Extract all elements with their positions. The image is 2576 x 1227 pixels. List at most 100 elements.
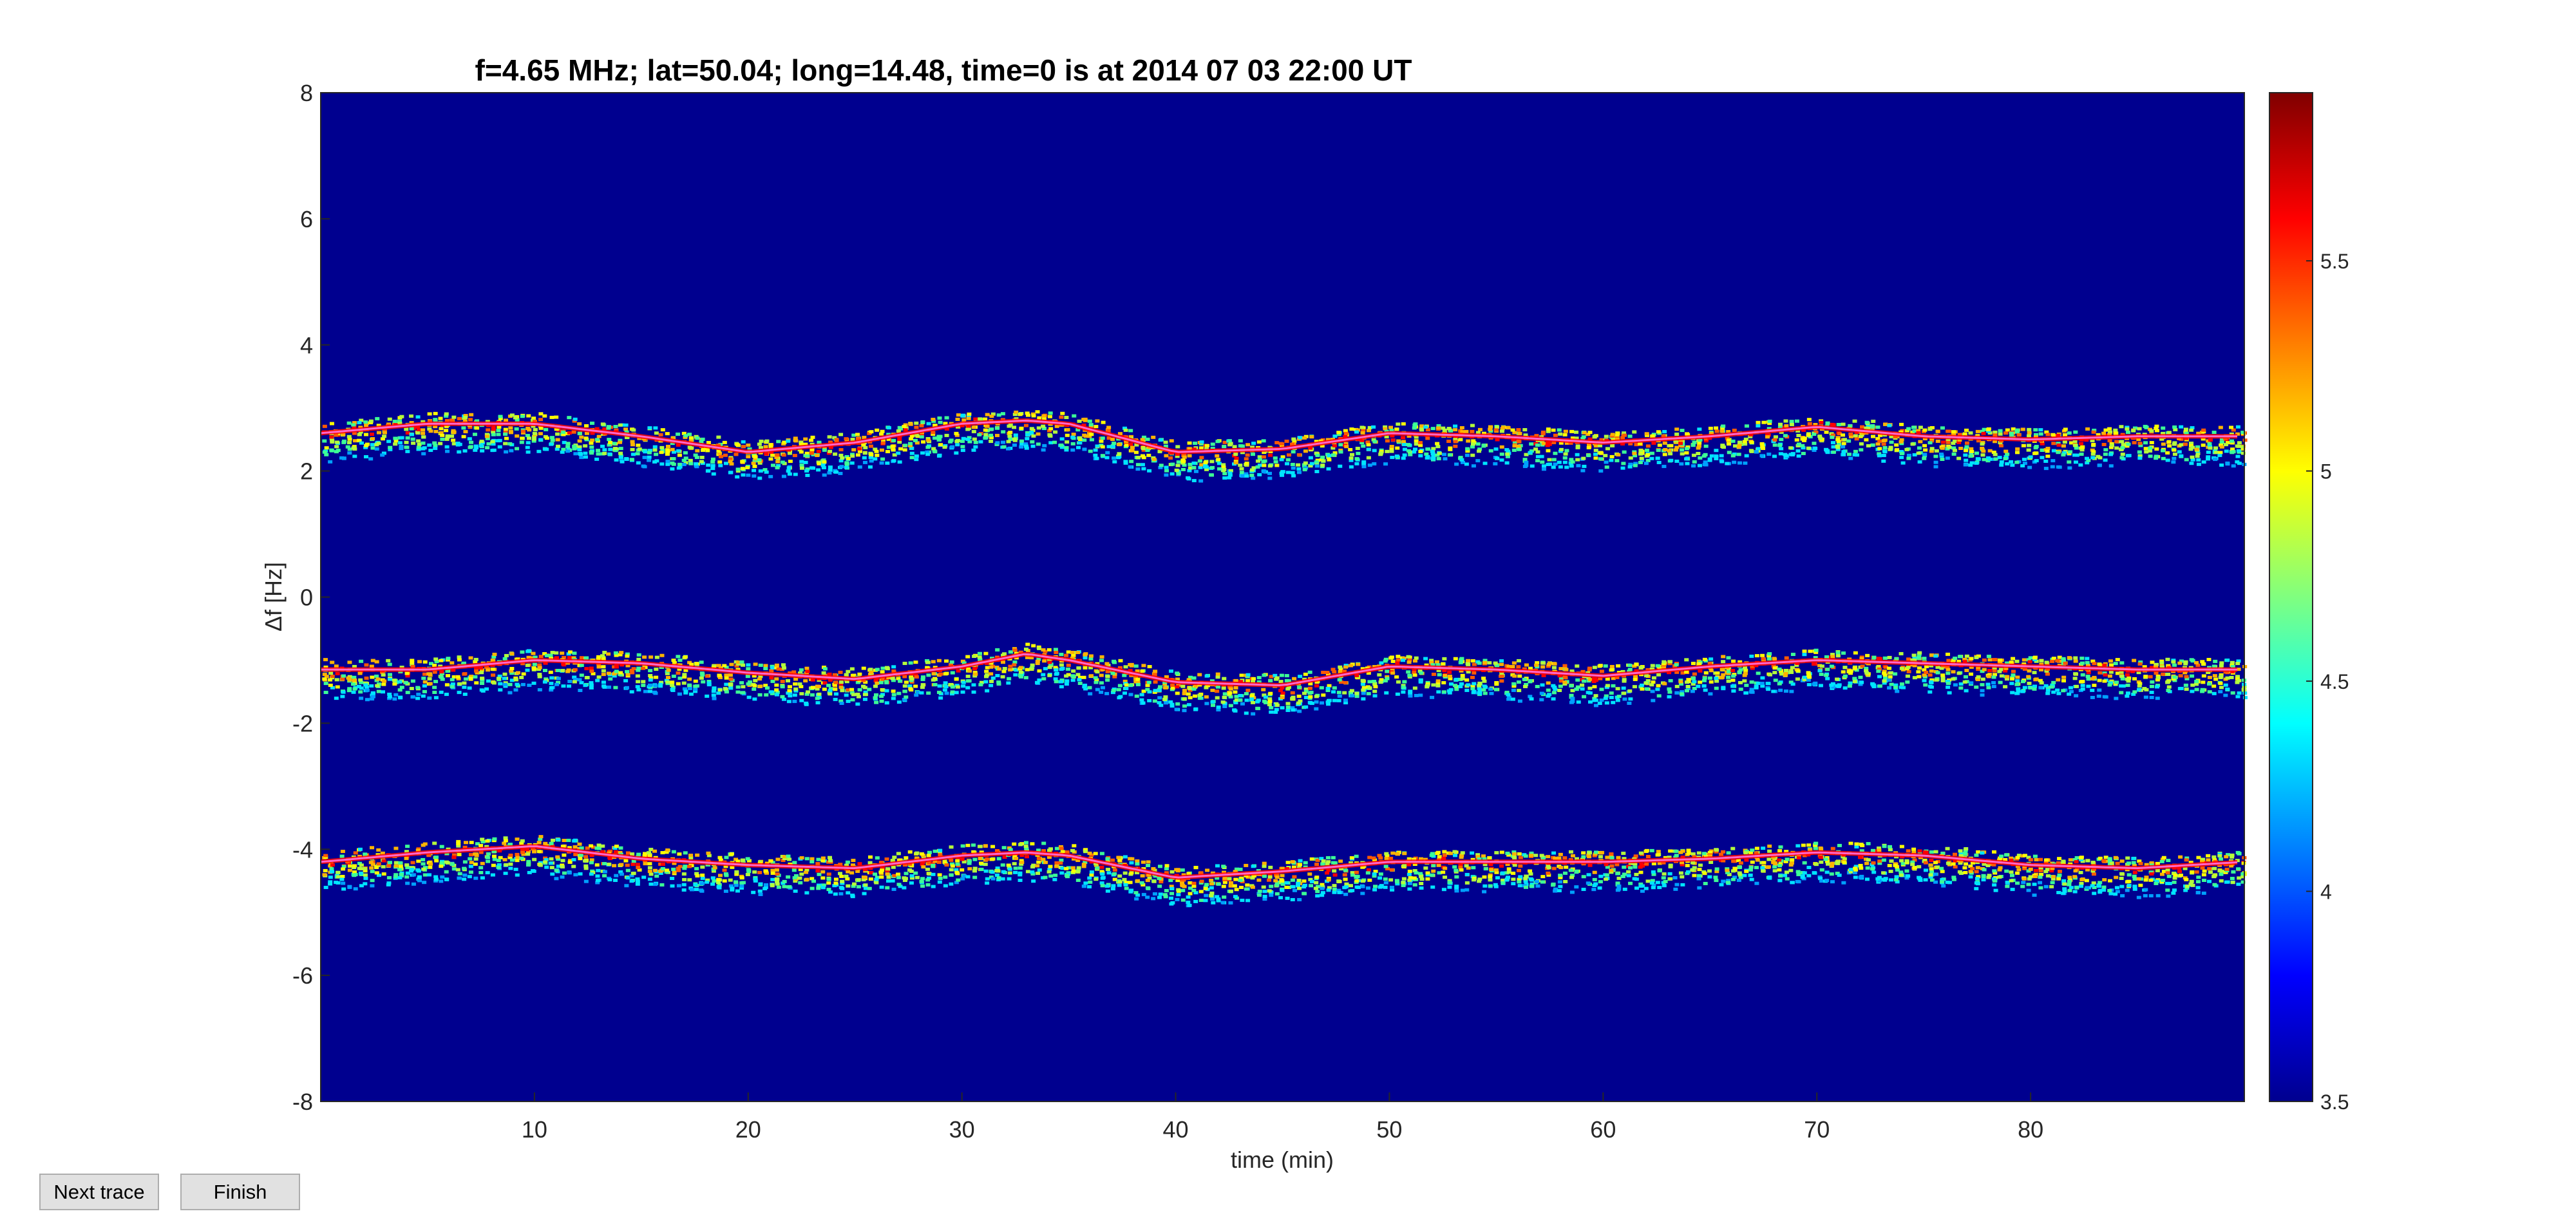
signal-speckle	[1969, 447, 1974, 451]
signal-speckle	[1454, 678, 1459, 682]
signal-speckle	[1099, 690, 1104, 694]
signal-speckle	[2219, 437, 2224, 441]
signal-speckle	[405, 449, 410, 453]
signal-speckle	[415, 697, 421, 700]
signal-speckle	[817, 692, 822, 696]
signal-speckle	[722, 664, 727, 668]
signal-speckle	[1123, 460, 1128, 464]
signal-speckle	[694, 465, 699, 469]
signal-speckle	[1152, 699, 1157, 703]
signal-speckle	[1191, 676, 1197, 680]
signal-speckle	[1881, 454, 1886, 458]
signal-speckle	[2184, 431, 2189, 435]
signal-speckle	[1296, 701, 1301, 705]
signal-speckle	[409, 687, 414, 691]
signal-speckle	[1013, 673, 1018, 677]
signal-speckle	[1273, 710, 1278, 714]
signal-speckle	[961, 418, 967, 422]
signal-speckle	[954, 677, 959, 681]
signal-speckle	[1836, 440, 1841, 444]
signal-speckle	[567, 680, 573, 684]
signal-speckle	[1030, 440, 1035, 444]
signal-speckle	[1354, 457, 1359, 461]
signal-speckle	[711, 689, 716, 693]
signal-speckle	[565, 442, 571, 445]
signal-speckle	[1296, 695, 1302, 698]
signal-speckle	[1540, 432, 1546, 436]
signal-speckle	[1117, 666, 1122, 670]
signal-speckle	[1360, 431, 1365, 435]
signal-speckle	[509, 671, 515, 675]
signal-speckle	[1394, 454, 1399, 458]
signal-speckle	[1727, 451, 1732, 454]
signal-speckle	[1586, 454, 1591, 458]
signal-speckle	[914, 458, 919, 462]
signal-speckle	[625, 670, 630, 673]
signal-speckle	[1472, 682, 1477, 686]
signal-speckle	[665, 671, 670, 675]
signal-speckle	[822, 448, 827, 452]
signal-speckle	[1343, 435, 1348, 438]
signal-speckle	[1622, 433, 1627, 437]
signal-speckle	[382, 431, 387, 435]
signal-speckle	[415, 415, 421, 419]
signal-speckle	[531, 417, 536, 420]
signal-speckle	[399, 445, 404, 449]
signal-speckle	[2148, 446, 2153, 450]
signal-speckle	[1650, 664, 1655, 668]
signal-speckle	[1343, 431, 1349, 435]
signal-speckle	[1227, 439, 1232, 443]
signal-speckle	[1784, 454, 1789, 458]
signal-speckle	[1118, 659, 1123, 662]
signal-speckle	[451, 442, 457, 445]
signal-speckle	[365, 442, 370, 446]
signal-speckle	[863, 445, 868, 449]
signal-speckle	[1186, 477, 1191, 481]
signal-speckle	[2223, 443, 2228, 447]
signal-speckle	[1987, 431, 1993, 435]
signal-speckle	[1135, 463, 1141, 467]
signal-speckle	[1622, 697, 1627, 701]
signal-speckle	[931, 678, 936, 682]
signal-speckle	[1389, 447, 1394, 451]
signal-speckle	[820, 464, 826, 467]
signal-speckle	[2028, 455, 2033, 459]
signal-speckle	[659, 462, 665, 466]
signal-speckle	[1083, 687, 1088, 691]
signal-speckle	[2005, 453, 2010, 456]
signal-speckle	[937, 416, 942, 420]
signal-speckle	[2213, 451, 2219, 454]
signal-speckle	[867, 431, 872, 435]
signal-speckle	[1553, 433, 1558, 437]
signal-speckle	[862, 451, 867, 455]
signal-speckle	[1749, 440, 1754, 444]
signal-speckle	[1309, 462, 1314, 465]
signal-speckle	[1060, 411, 1065, 415]
signal-speckle	[387, 673, 392, 677]
signal-speckle	[1100, 454, 1105, 458]
signal-speckle	[1506, 695, 1511, 699]
signal-speckle	[572, 447, 577, 451]
signal-speckle	[1117, 684, 1122, 688]
signal-speckle	[1765, 435, 1770, 439]
signal-speckle	[2224, 449, 2229, 453]
signal-speckle	[1482, 660, 1487, 664]
signal-speckle	[943, 672, 948, 676]
signal-speckle	[938, 443, 943, 447]
signal-speckle	[1233, 701, 1238, 705]
signal-speckle	[880, 666, 886, 670]
signal-speckle	[1145, 437, 1150, 441]
signal-speckle	[1176, 472, 1181, 476]
signal-speckle	[1504, 461, 1510, 465]
plot-area	[321, 93, 2244, 1101]
signal-speckle	[1534, 434, 1539, 438]
signal-speckle	[1933, 465, 1938, 469]
signal-speckle	[1685, 433, 1690, 437]
signal-speckle	[520, 662, 526, 666]
signal-speckle	[1182, 709, 1187, 713]
signal-speckle	[2229, 426, 2234, 429]
signal-speckle	[1423, 657, 1428, 660]
signal-speckle	[1042, 659, 1047, 663]
signal-speckle	[1170, 704, 1175, 708]
signal-speckle	[1987, 449, 1993, 453]
